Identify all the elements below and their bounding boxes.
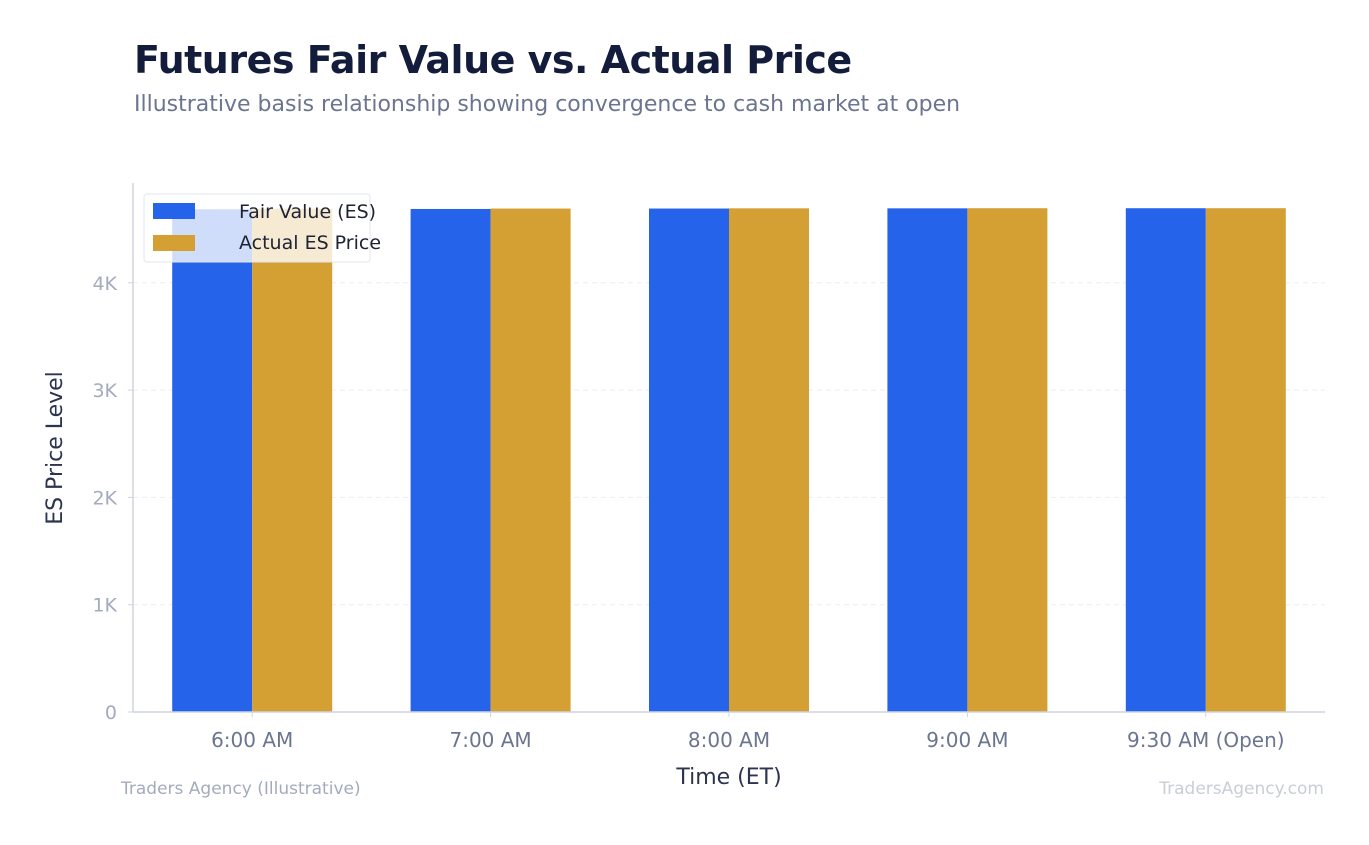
y-tick-label: 3K	[92, 380, 117, 402]
y-tick-label: 1K	[92, 595, 117, 617]
bar-fair-value-3	[887, 208, 968, 712]
legend-label-fair-value: Fair Value (ES)	[239, 201, 376, 223]
x-tick-label: 8:00 AM	[688, 728, 770, 752]
legend-swatch-actual	[153, 235, 195, 251]
legend: Fair Value (ES) Actual ES Price	[143, 193, 381, 263]
x-tick-label: 6:00 AM	[211, 728, 293, 752]
bar-fair-value-4	[1125, 208, 1206, 713]
x-tick-label: 7:00 AM	[449, 728, 531, 752]
chart-title: Futures Fair Value vs. Actual Price	[134, 38, 852, 82]
x-ticks: 6:00 AM 7:00 AM 8:00 AM 9:00 AM 9:30 AM (Ope…	[211, 712, 1285, 752]
bar-actual-3	[967, 208, 1048, 713]
y-ticks: 0 1K 2K 3K 4K	[92, 273, 133, 724]
bar-fair-value-0	[172, 209, 253, 712]
bars	[172, 208, 1286, 713]
y-tick-label: 2K	[92, 487, 117, 509]
y-tick-label: 0	[105, 702, 117, 724]
bar-fair-value-1	[410, 208, 491, 712]
y-axis-title: ES Price Level	[43, 371, 68, 525]
legend-label-actual: Actual ES Price	[239, 232, 381, 254]
watermark: TradersAgency.com	[1159, 779, 1324, 799]
x-axis-title: Time (ET)	[675, 765, 781, 790]
x-tick-label: 9:30 AM (Open)	[1127, 728, 1285, 752]
source-note: Traders Agency (Illustrative)	[121, 779, 361, 799]
bar-actual-1	[490, 208, 571, 712]
x-tick-label: 9:00 AM	[926, 728, 1008, 752]
y-tick-label: 4K	[92, 273, 117, 295]
bar-fair-value-2	[649, 208, 729, 712]
legend-box	[143, 193, 371, 263]
legend-swatch-fair-value	[153, 203, 195, 219]
chart-subtitle: Illustrative basis relationship showing …	[134, 92, 961, 117]
bar-actual-0	[252, 208, 333, 712]
bar-actual-4	[1205, 208, 1286, 713]
bar-actual-2	[729, 208, 809, 712]
